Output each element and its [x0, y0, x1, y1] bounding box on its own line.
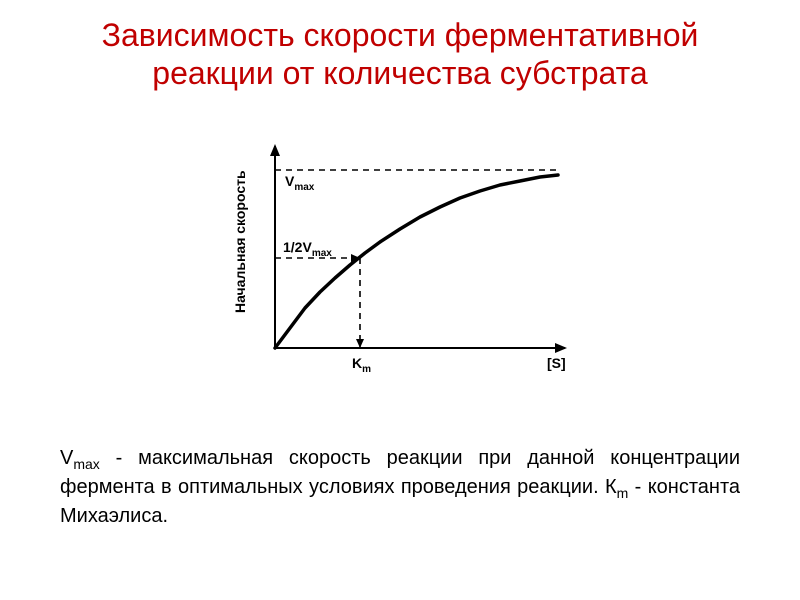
caption: Vmax - максимальная скорость реакции при… [60, 445, 740, 530]
chart-container: Начальная скорость Vmax 1/2Vmax Km [S] [220, 130, 580, 395]
caption-km-sub: m [617, 485, 629, 501]
svg-text:[S]: [S] [547, 355, 566, 371]
svg-text:Km: Km [352, 355, 371, 375]
slide-title: Зависимость скорости ферментативной реак… [40, 16, 760, 93]
caption-vmax-v: V [60, 447, 73, 469]
michaelis-menten-chart: Начальная скорость Vmax 1/2Vmax Km [S] [220, 130, 580, 390]
svg-text:Vmax: Vmax [285, 173, 315, 193]
svg-text:1/2Vmax: 1/2Vmax [283, 239, 332, 259]
svg-text:Начальная скорость: Начальная скорость [232, 170, 248, 313]
slide: Зависимость скорости ферментативной реак… [0, 0, 800, 600]
caption-vmax-sub: max [73, 456, 99, 472]
